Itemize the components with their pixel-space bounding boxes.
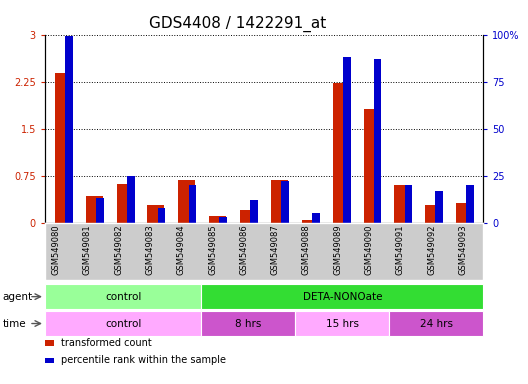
Bar <box>404 185 412 223</box>
Text: transformed count: transformed count <box>61 338 152 348</box>
Text: GSM549080: GSM549080 <box>52 225 61 275</box>
Bar <box>240 210 257 223</box>
Bar <box>456 203 473 223</box>
Text: GSM549085: GSM549085 <box>208 225 217 275</box>
Bar <box>188 185 196 223</box>
Text: GSM549092: GSM549092 <box>427 225 436 275</box>
Bar <box>312 214 320 223</box>
Bar <box>117 184 134 223</box>
Text: GSM549093: GSM549093 <box>458 225 467 275</box>
Text: GSM549091: GSM549091 <box>396 225 405 275</box>
Bar <box>436 191 443 223</box>
Text: GSM549087: GSM549087 <box>271 225 280 275</box>
Bar <box>55 73 72 223</box>
Text: GSM549081: GSM549081 <box>83 225 92 275</box>
Bar <box>220 217 227 223</box>
Bar <box>209 217 226 223</box>
Text: GSM549090: GSM549090 <box>364 225 373 275</box>
Bar <box>394 185 411 223</box>
Bar <box>96 198 103 223</box>
Bar <box>147 205 164 223</box>
Text: control: control <box>105 318 142 329</box>
Bar <box>333 83 350 223</box>
Text: DETA-NONOate: DETA-NONOate <box>303 291 382 302</box>
Text: control: control <box>105 291 142 302</box>
Bar <box>178 180 195 223</box>
Text: GSM549089: GSM549089 <box>333 225 342 275</box>
Text: 24 hrs: 24 hrs <box>420 318 452 329</box>
Text: 8 hrs: 8 hrs <box>235 318 261 329</box>
Bar <box>281 181 289 223</box>
Text: GDS4408 / 1422291_at: GDS4408 / 1422291_at <box>149 15 326 31</box>
Bar <box>364 109 381 223</box>
Text: GSM549086: GSM549086 <box>239 225 248 275</box>
Bar <box>86 196 103 223</box>
Text: percentile rank within the sample: percentile rank within the sample <box>61 355 226 365</box>
Text: GSM549088: GSM549088 <box>302 225 311 275</box>
Text: 15 hrs: 15 hrs <box>326 318 359 329</box>
Bar <box>127 176 135 223</box>
Text: GSM549084: GSM549084 <box>177 225 186 275</box>
Bar <box>343 57 351 223</box>
Bar <box>466 185 474 223</box>
Text: time: time <box>3 318 26 329</box>
Bar <box>158 208 165 223</box>
Text: GSM549082: GSM549082 <box>114 225 123 275</box>
Text: agent: agent <box>3 291 33 302</box>
Bar <box>271 180 288 223</box>
Bar <box>374 59 381 223</box>
Text: GSM549083: GSM549083 <box>145 225 155 275</box>
Bar <box>302 220 319 223</box>
Bar <box>65 36 73 223</box>
Bar <box>425 205 442 223</box>
Bar <box>250 200 258 223</box>
